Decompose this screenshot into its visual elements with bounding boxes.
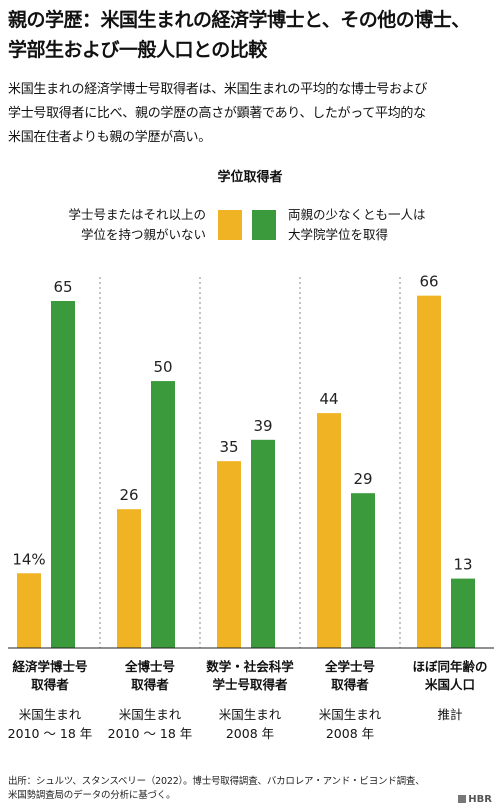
source-line: 米国勢調査局のデータの分析に基づく。 (8, 790, 176, 801)
data-label: 26 (119, 486, 138, 504)
bar (317, 413, 341, 648)
legend-heading: 学位取得者 (217, 169, 282, 185)
data-label: 35 (219, 438, 238, 456)
data-label: 39 (253, 417, 272, 435)
data-label: 29 (353, 470, 372, 488)
category-label: 全学士号取得者 (324, 659, 375, 692)
category-sublabel: 米国生まれ 2010 ～ 18 年 (108, 707, 193, 741)
bar-chart: 学位取得者 学士号またはそれ以上の学位を持つ親がいない 両親の少なくとも一人は大学… (8, 169, 494, 741)
legend: 学士号またはそれ以上の学位を持つ親がいない 両親の少なくとも一人は大学院学位を取得 (68, 207, 425, 242)
chart-subtitle-line: 米国在住者よりも親の学歴が高い。 (8, 130, 211, 145)
legend-swatch-grad-degree-parent (252, 210, 276, 240)
legend-label-no-degree-parent: 学士号またはそれ以上の学位を持つ親がいない (68, 207, 206, 242)
bar (417, 295, 441, 648)
bar (451, 578, 475, 648)
data-label: 50 (153, 358, 172, 376)
legend-label-grad-degree-parent: 両親の少なくとも一人は大学院学位を取得 (288, 207, 426, 242)
category-label: 全博士号取得者 (124, 659, 175, 692)
bar (251, 439, 275, 648)
group-separators (99, 277, 401, 648)
data-label: 44 (319, 390, 338, 408)
logo-text: HBR (468, 794, 492, 805)
chart-subtitle-line: 学士号取得者に比べ、親の学歴の高さが顕著であり、したがって平均的な (8, 106, 426, 121)
chart-subtitle-line: 米国生まれの経済学博士号取得者は、米国生まれの平均的な博士号および (8, 82, 428, 97)
data-label: 13 (453, 556, 472, 574)
data-label: 66 (419, 273, 438, 291)
source-note: 出所：シュルツ、スタンスベリー（2022）。博士号取得調査、バカロレア・アンド・… (8, 775, 448, 803)
chart-title-line: 学部生および一般人口との比較 (8, 39, 267, 61)
bar (151, 381, 175, 648)
legend-swatch-no-degree-parent (218, 210, 242, 240)
bar (217, 461, 241, 648)
chart-subtitle: 米国生まれの経済学博士号取得者は、米国生まれの平均的な博士号および 学士号取得者… (8, 78, 494, 150)
bar (17, 573, 41, 648)
chart-title-line: 親の学歴：米国生まれの経済学博士と、その他の博士、 (8, 9, 470, 31)
value-labels: 14% 65 26 50 35 39 44 29 66 13 (12, 273, 472, 574)
category-label: 経済学博士号取得者 (12, 659, 87, 692)
data-label: 14% (12, 550, 45, 568)
source-line: 出所：シュルツ、スタンスベリー（2022）。博士号取得調査、バカロレア・アンド・… (8, 776, 425, 787)
hbr-logo: HBR (458, 794, 492, 805)
chart-title: 親の学歴：米国生まれの経済学博士と、その他の博士、 学部生および一般人口との比較 (8, 5, 494, 65)
data-label: 65 (53, 278, 72, 296)
category-sublabel: 米国生まれ 2008 年 (219, 707, 282, 741)
bar (351, 493, 375, 648)
category-sublabel: 米国生まれ 2010 ～ 18 年 (8, 707, 93, 741)
category-label: ほぼ同年齢の米国人口 (412, 659, 487, 692)
bars (17, 295, 475, 648)
category-label: 数学・社会科学学士号取得者 (205, 659, 294, 692)
bar (117, 509, 141, 648)
category-sublabel: 米国生まれ 2008 年 (319, 707, 382, 741)
logo-mark-icon (458, 795, 467, 803)
bar (51, 301, 75, 648)
category-sublabel: 推計 (437, 707, 462, 722)
